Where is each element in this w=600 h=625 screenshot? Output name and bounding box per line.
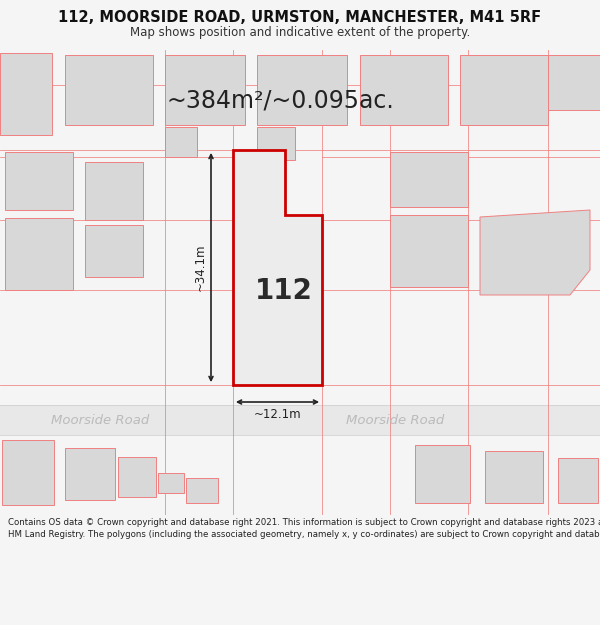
Bar [390, 215, 468, 287]
Text: ~34.1m: ~34.1m [193, 244, 206, 291]
Bar [257, 55, 347, 125]
Text: Moorside Road: Moorside Road [51, 414, 149, 426]
Bar [5, 218, 73, 290]
Text: Moorside Road: Moorside Road [346, 414, 444, 426]
Bar [558, 458, 598, 503]
Bar [165, 55, 245, 125]
Polygon shape [480, 210, 590, 295]
Bar [360, 55, 448, 125]
Bar [548, 55, 600, 110]
Bar [2, 440, 54, 505]
Text: 112, MOORSIDE ROAD, URMSTON, MANCHESTER, M41 5RF: 112, MOORSIDE ROAD, URMSTON, MANCHESTER,… [58, 10, 542, 25]
Bar [118, 457, 156, 497]
Text: ~12.1m: ~12.1m [254, 409, 301, 421]
Bar [85, 225, 143, 277]
Bar [186, 478, 218, 503]
Bar [158, 473, 184, 493]
Bar [85, 162, 143, 220]
Bar [257, 127, 295, 160]
Bar [0, 53, 52, 135]
Bar [460, 55, 548, 125]
Bar [65, 55, 153, 125]
Bar [65, 448, 115, 500]
Polygon shape [233, 150, 322, 385]
Bar [390, 152, 468, 207]
Bar [0, 405, 600, 435]
Bar [165, 127, 197, 157]
Bar [415, 445, 470, 503]
Bar [485, 451, 543, 503]
Bar [5, 152, 73, 210]
Text: Contains OS data © Crown copyright and database right 2021. This information is : Contains OS data © Crown copyright and d… [8, 518, 600, 539]
Text: Map shows position and indicative extent of the property.: Map shows position and indicative extent… [130, 26, 470, 39]
Text: ~384m²/~0.095ac.: ~384m²/~0.095ac. [166, 88, 394, 112]
Text: 112: 112 [254, 277, 313, 305]
